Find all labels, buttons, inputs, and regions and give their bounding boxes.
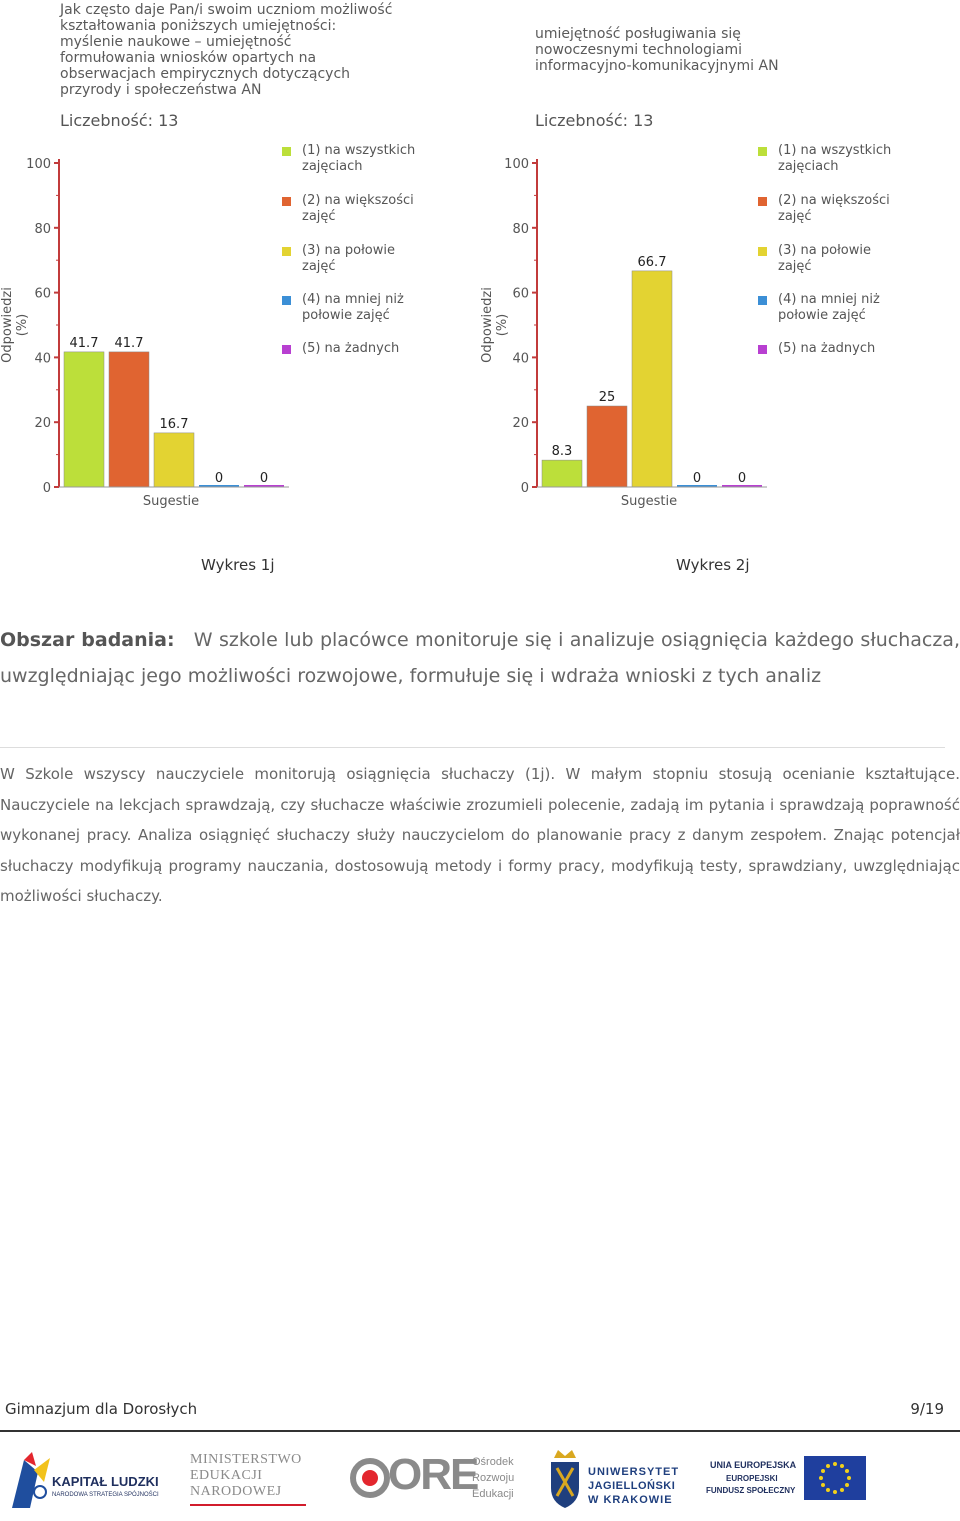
legend-swatch bbox=[758, 197, 767, 206]
ore-line-1: Ośrodek bbox=[472, 1456, 514, 1468]
ore-logo: ORE Ośrodek Rozwoju Edukacji bbox=[350, 1448, 530, 1512]
legend-label: (1) na wszystkich zajęciach bbox=[302, 143, 416, 174]
chart-count: Liczebność: 13 bbox=[60, 111, 179, 130]
y-tick-label: 20 bbox=[34, 416, 51, 431]
legend-label: (2) na większości zajęć bbox=[778, 193, 890, 224]
uj-line-1: UNIWERSYTET bbox=[588, 1466, 680, 1478]
bar bbox=[541, 459, 583, 488]
ore-wordmark: ORE bbox=[388, 1450, 479, 1499]
legend-label: (3) na połowie zajęć bbox=[778, 243, 871, 274]
men-underline bbox=[190, 1504, 306, 1506]
legend-swatch bbox=[758, 345, 767, 354]
uj-line-3: W KRAKOWIE bbox=[588, 1494, 673, 1506]
men-line-2: EDUKACJI bbox=[190, 1468, 263, 1483]
bar bbox=[153, 432, 195, 488]
y-tick-label: 0 bbox=[43, 481, 51, 496]
eu-line-1: UNIA EUROPEJSKA bbox=[710, 1460, 797, 1470]
legend-label: (5) na żadnych bbox=[778, 341, 876, 356]
legend-label: (1) na wszystkich zajęciach bbox=[778, 143, 892, 174]
bar bbox=[108, 351, 150, 488]
uj-line-2: JAGIELLOŃSKI bbox=[588, 1480, 676, 1492]
legend-swatch bbox=[282, 247, 291, 256]
legend-label: (2) na większości zajęć bbox=[302, 193, 414, 224]
chart-1: Jak często daje Pan/i swoim uczniom możl… bbox=[0, 0, 440, 520]
bar-value-label: 16.7 bbox=[160, 417, 189, 432]
men-line-3: NARODOWEJ bbox=[190, 1484, 282, 1499]
legend-swatch bbox=[758, 247, 767, 256]
y-tick-label: 80 bbox=[512, 222, 529, 237]
bar bbox=[199, 485, 239, 487]
legend-swatch bbox=[282, 147, 291, 156]
ore-line-2: Rozwoju bbox=[472, 1472, 515, 1484]
legend-swatch bbox=[282, 197, 291, 206]
bar-value-label: 25 bbox=[599, 390, 616, 405]
chart-count: Liczebność: 13 bbox=[535, 111, 654, 130]
y-tick-label: 20 bbox=[512, 416, 529, 431]
y-tick-label: 40 bbox=[34, 351, 51, 366]
divider bbox=[0, 747, 945, 748]
bar-value-label: 0 bbox=[260, 471, 268, 486]
bar-value-label: 41.7 bbox=[70, 336, 99, 351]
bar-value-label: 41.7 bbox=[115, 336, 144, 351]
legend-label: (3) na połowie zajęć bbox=[302, 243, 395, 274]
bar-value-label: 8.3 bbox=[552, 444, 573, 459]
legend-swatch bbox=[282, 296, 291, 305]
kapital-ludzki-logo: KAPITAŁ LUDZKI NARODOWA STRATEGIA SPÓJNO… bbox=[10, 1448, 170, 1512]
chart-2: umiejętność posługiwania się nowoczesnym… bbox=[478, 0, 918, 520]
bar bbox=[677, 485, 717, 487]
ore-line-3: Edukacji bbox=[472, 1488, 514, 1500]
y-tick-label: 60 bbox=[34, 287, 51, 302]
kapital-ludzki-emblem-icon bbox=[12, 1452, 50, 1508]
y-tick-label: 40 bbox=[512, 351, 529, 366]
bar bbox=[722, 485, 762, 487]
bar-value-label: 66.7 bbox=[638, 255, 667, 270]
footer-school-name: Gimnazjum dla Dorosłych bbox=[5, 1400, 198, 1418]
bar-value-label: 0 bbox=[738, 471, 746, 486]
bar bbox=[63, 351, 105, 488]
legend-swatch bbox=[282, 345, 291, 354]
eu-flag-icon bbox=[804, 1456, 866, 1500]
legend-label: (4) na mniej niż połowie zajęć bbox=[302, 292, 404, 323]
bar-value-label: 0 bbox=[693, 471, 701, 486]
y-tick-label: 100 bbox=[26, 157, 51, 172]
chart-caption: Wykres 2j bbox=[676, 556, 750, 574]
chart-title: Jak często daje Pan/i swoim uczniom możl… bbox=[60, 2, 393, 98]
men-line-1: MINISTERSTWO bbox=[190, 1452, 302, 1467]
section-label: Obszar badania: bbox=[0, 629, 175, 651]
y-tick-label: 80 bbox=[34, 222, 51, 237]
eu-line-3: FUNDUSZ SPOŁECZNY bbox=[706, 1486, 796, 1495]
chart-plot: 0 20 40 60 80 100 41.7 41.7 16.7 0 0 Sugestie bbox=[26, 157, 289, 509]
bar bbox=[244, 485, 284, 487]
chart-caption: Wykres 1j bbox=[201, 556, 275, 574]
footer-divider bbox=[0, 1430, 960, 1432]
x-axis-label: Sugestie bbox=[143, 494, 199, 509]
x-axis-label: Sugestie bbox=[621, 494, 677, 509]
men-logo: MINISTERSTWO EDUKACJI NARODOWEJ bbox=[190, 1448, 320, 1512]
chart-plot: 0 20 40 60 80 100 8.3 25 66.7 0 0 Sugestie bbox=[504, 157, 767, 509]
y-tick-label: 60 bbox=[512, 287, 529, 302]
ore-emblem-icon bbox=[350, 1458, 390, 1498]
bar bbox=[631, 270, 673, 488]
bar-value-label: 0 bbox=[215, 471, 223, 486]
legend-swatch bbox=[758, 147, 767, 156]
uj-crest-icon bbox=[551, 1450, 579, 1508]
legend-label: (5) na żadnych bbox=[302, 341, 400, 356]
legend-label: (4) na mniej niż połowie zajęć bbox=[778, 292, 880, 323]
bar bbox=[586, 405, 628, 488]
section-header: Obszar badania: W szkole lub placówce mo… bbox=[0, 622, 960, 694]
legend-swatch bbox=[758, 296, 767, 305]
y-tick-label: 0 bbox=[521, 481, 529, 496]
kapital-ludzki-subtitle: NARODOWA STRATEGIA SPÓJNOŚCI bbox=[52, 1492, 159, 1498]
chart-title: umiejętność posługiwania się nowoczesnym… bbox=[535, 26, 779, 74]
eu-line-2: EUROPEJSKI bbox=[726, 1474, 778, 1483]
logo-bar: KAPITAŁ LUDZKI NARODOWA STRATEGIA SPÓJNO… bbox=[0, 1440, 960, 1520]
footer-page-number: 9/19 bbox=[910, 1400, 944, 1418]
eu-logo: UNIA EUROPEJSKA EUROPEJSKI FUNDUSZ SPOŁE… bbox=[706, 1448, 876, 1512]
uj-logo: UNIWERSYTET JAGIELLOŃSKI W KRAKOWIE bbox=[548, 1448, 688, 1518]
body-paragraph: W Szkole wszyscy nauczyciele monitorują … bbox=[0, 765, 960, 905]
y-tick-label: 100 bbox=[504, 157, 529, 172]
kapital-ludzki-title: KAPITAŁ LUDZKI bbox=[52, 1474, 159, 1489]
section-text: W szkole lub placówce monitoruje się i a… bbox=[0, 629, 960, 687]
